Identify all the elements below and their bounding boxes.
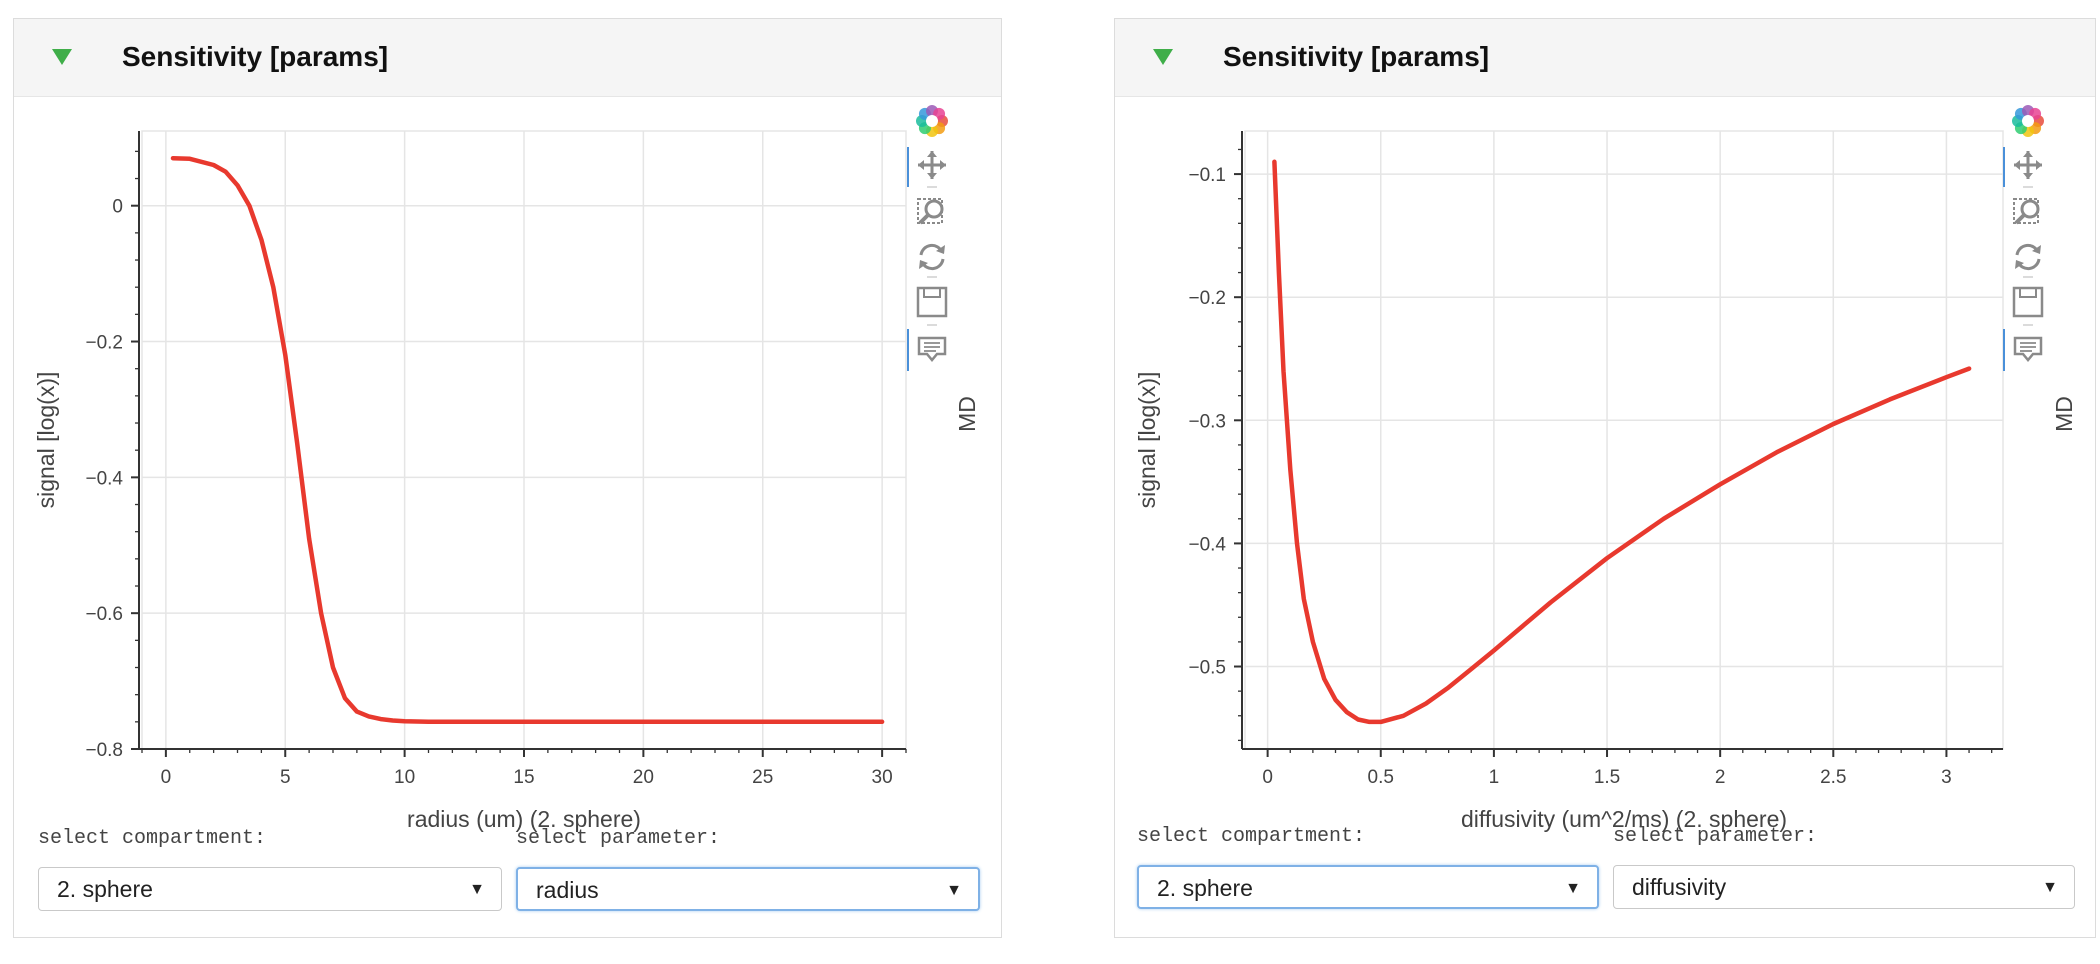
- side-label: MD: [2051, 396, 2077, 432]
- y-tick-label: −0.2: [1188, 288, 1226, 309]
- y-tick-label: −0.8: [85, 740, 123, 761]
- sensitivity-plot-radius: 0 5 10 15 20 25 30 0 −0.2 −0.4 −0.6 −0.8 radius (um)…: [33, 105, 980, 832]
- y-axis-label: signal [log(x)]: [33, 372, 59, 509]
- x-tick-label: 30: [872, 767, 893, 788]
- plot-frame: [1244, 130, 2004, 750]
- x-tick-label: 2.5: [1820, 767, 1846, 788]
- collapse-toggle-icon[interactable]: [52, 49, 72, 65]
- bokeh-logo-icon[interactable]: [2012, 105, 2044, 137]
- box-zoom-icon[interactable]: [2013, 198, 2040, 225]
- series-line: [1272, 159, 1972, 725]
- select-parameter-label: select parameter:: [1613, 825, 1818, 848]
- panel-title: Sensitivity [params]: [1223, 41, 1490, 72]
- x-tick-label: 0: [161, 767, 172, 788]
- pan-icon[interactable]: [2014, 151, 2042, 179]
- save-icon[interactable]: [2012, 286, 2044, 318]
- parameter-select[interactable]: diffusivity ▼: [1613, 865, 2075, 909]
- side-label: MD: [954, 396, 980, 432]
- hover-icon[interactable]: [917, 336, 947, 362]
- hover-icon[interactable]: [2013, 336, 2043, 362]
- parameter-select-value: diffusivity: [1632, 874, 1727, 900]
- y-tick-label: −0.4: [1188, 534, 1226, 555]
- x-tick-label: 10: [394, 767, 415, 788]
- box-zoom-icon[interactable]: [917, 198, 944, 225]
- collapse-toggle-icon[interactable]: [1153, 49, 1173, 65]
- select-parameter-label: select parameter:: [516, 827, 721, 850]
- bokeh-logo-icon[interactable]: [916, 105, 948, 137]
- x-tick-label: 5: [280, 767, 291, 788]
- y-tick-label: −0.4: [85, 468, 123, 489]
- y-tick-label: 0: [112, 197, 123, 218]
- reset-icon[interactable]: [2015, 243, 2041, 271]
- save-icon[interactable]: [916, 286, 948, 318]
- reset-icon[interactable]: [919, 243, 945, 271]
- parameter-select[interactable]: radius ▼: [516, 867, 980, 911]
- x-tick-label: 1.5: [1594, 767, 1620, 788]
- x-tick-label: 3: [1941, 767, 1952, 788]
- y-tick-label: −0.2: [85, 333, 123, 354]
- chevron-down-icon: ▼: [2042, 879, 2058, 896]
- y-tick-label: −0.5: [1188, 658, 1226, 679]
- y-tick-label: −0.3: [1188, 411, 1226, 432]
- chevron-down-icon: ▼: [469, 881, 485, 898]
- panel-header: Sensitivity [params]: [1115, 19, 2095, 97]
- y-axis-label: signal [log(x)]: [1134, 372, 1160, 509]
- compartment-select-value: 2. sphere: [1157, 875, 1253, 901]
- pan-icon[interactable]: [918, 151, 946, 179]
- x-tick-label: 0.5: [1368, 767, 1394, 788]
- sensitivity-panel-left: Sensitivity [params] 0 5 10 15 20 25 30 0 −0.2 −0…: [13, 18, 1002, 938]
- x-tick-label: 1: [1489, 767, 1500, 788]
- select-compartment-label: select compartment:: [1137, 825, 1366, 848]
- select-compartment-label: select compartment:: [38, 827, 267, 850]
- y-tick-label: −0.1: [1188, 165, 1226, 186]
- chevron-down-icon: ▼: [1565, 880, 1581, 897]
- compartment-select[interactable]: 2. sphere ▼: [38, 867, 502, 911]
- compartment-select-value: 2. sphere: [57, 876, 153, 902]
- sensitivity-plot-diffusivity: 0 0.5 1 1.5 2 2.5 3 −0.1 −0.2 −0.3 −0.4 −0.5 diffusi…: [1134, 105, 2077, 832]
- x-axis-label: radius (um) (2. sphere): [407, 806, 641, 832]
- y-tick-label: −0.6: [85, 604, 123, 625]
- panel-header: Sensitivity [params]: [14, 19, 1001, 97]
- chevron-down-icon: ▼: [946, 882, 962, 899]
- x-axis-label: diffusivity (um^2/ms) (2. sphere): [1461, 806, 1787, 832]
- x-tick-label: 20: [633, 767, 654, 788]
- x-tick-label: 0: [1262, 767, 1273, 788]
- x-tick-label: 15: [513, 767, 534, 788]
- series-line: [170, 155, 885, 725]
- parameter-select-value: radius: [536, 877, 599, 903]
- sensitivity-panel-right: Sensitivity [params] 0 0.5 1 1.5 2 2.5 3 −0.1 −0…: [1114, 18, 2096, 938]
- x-tick-label: 25: [752, 767, 773, 788]
- compartment-select[interactable]: 2. sphere ▼: [1137, 865, 1599, 909]
- panel-title: Sensitivity [params]: [122, 41, 389, 72]
- x-tick-label: 2: [1715, 767, 1726, 788]
